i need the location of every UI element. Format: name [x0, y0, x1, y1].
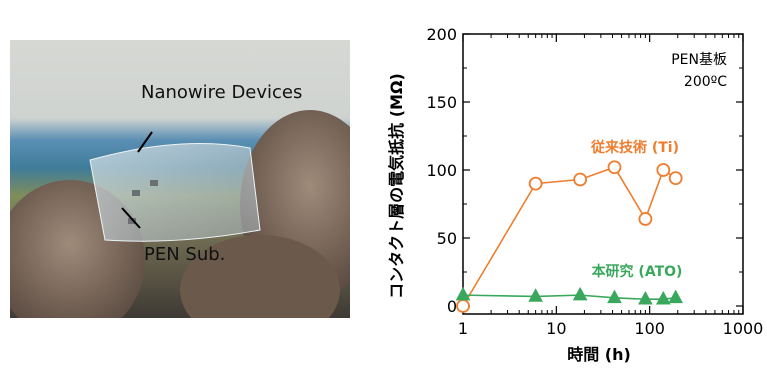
nanowire-devices-label: Nanowire Devices: [141, 82, 302, 103]
x-tick-label: 10: [546, 319, 566, 338]
series-label-ato: 本研究 (ATO): [592, 263, 683, 280]
data-point-ti: [607, 160, 622, 175]
data-point-ato: [655, 290, 671, 305]
y-tick-label: 50: [437, 229, 457, 248]
x-tick-label: 100: [634, 319, 665, 338]
data-point-ti: [456, 299, 470, 313]
plot-frame: [462, 33, 744, 315]
devices-pointer: [137, 131, 153, 153]
substrate-annotation: PEN基板: [671, 51, 727, 68]
chart-axes: 0 50 100 150 200 1 10 100 1000: [426, 25, 763, 338]
data-point-ato: [607, 289, 622, 304]
data-point-ti: [528, 176, 543, 191]
data-point-ato: [455, 286, 471, 301]
substrate-pointer: [121, 207, 141, 229]
data-point-ato: [638, 290, 653, 305]
y-tick-label: 0: [447, 297, 457, 316]
series-label-ti: 従来技術 (Ti): [590, 139, 679, 156]
y-tick-label: 150: [426, 93, 457, 112]
flexible-device-photo: Nanowire Devices PEN Sub.: [10, 40, 350, 318]
x-tick-label: 1: [458, 319, 468, 338]
data-point-ti: [573, 172, 588, 187]
data-point-ti: [638, 212, 653, 226]
data-point-ato: [572, 286, 588, 301]
x-axis-label: 時間 (h): [567, 345, 631, 364]
series-line-0: [462, 166, 677, 307]
data-point-ato: [528, 288, 543, 302]
data-point-ti: [656, 163, 671, 177]
y-tick-label: 200: [426, 25, 457, 44]
chart-series: [455, 160, 684, 313]
y-tick-label: 100: [426, 161, 457, 180]
data-point-ato: [668, 289, 684, 304]
temperature-annotation: 200ºC: [684, 74, 727, 90]
y-axis-label: コンタクト層の電気抵抗 (MΩ): [387, 73, 406, 299]
data-point-ti: [668, 171, 683, 186]
x-tick-label: 1000: [723, 319, 764, 338]
pen-substrate-label: PEN Sub.: [144, 244, 225, 265]
